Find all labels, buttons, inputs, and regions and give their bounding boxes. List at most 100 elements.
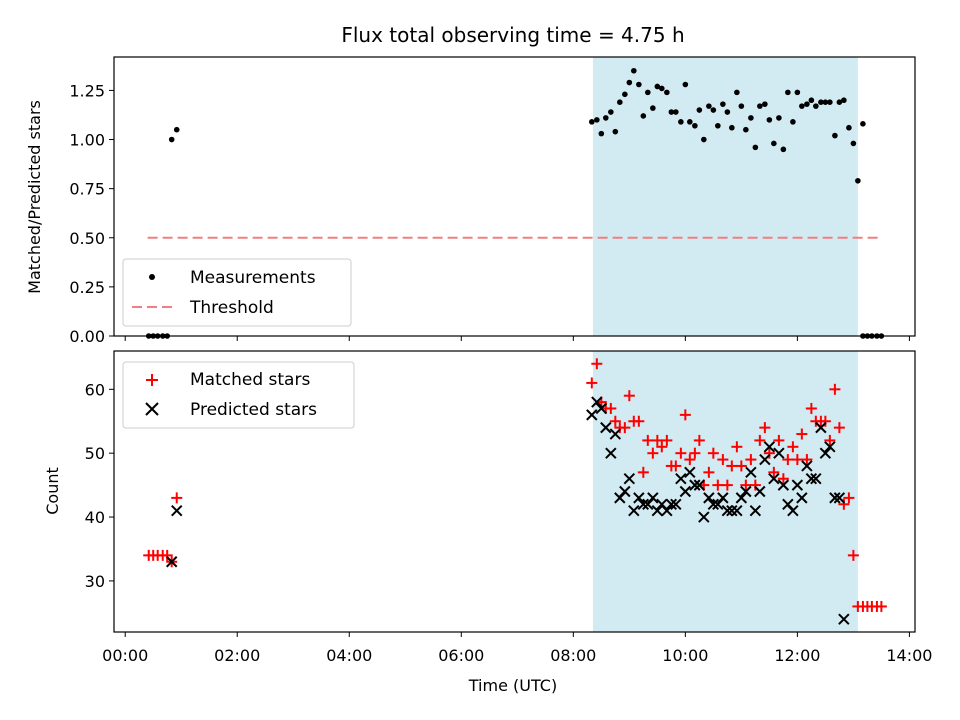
measurement-point xyxy=(762,101,768,107)
measurement-point xyxy=(822,99,829,105)
predicted-star-point xyxy=(591,396,603,408)
matched-star-point xyxy=(847,549,859,561)
predicted-star-point xyxy=(605,447,617,459)
matched-star-point xyxy=(805,402,817,414)
legend-matched-marker xyxy=(146,374,158,386)
ratio-axes-frame xyxy=(113,56,916,337)
matched-star-point xyxy=(791,454,803,466)
measurement-point xyxy=(603,115,609,121)
measurement-point xyxy=(594,117,600,123)
matched-star-point xyxy=(586,377,598,389)
predicted-star-point xyxy=(703,492,715,504)
matched-star-point xyxy=(768,466,780,478)
predicted-star-point xyxy=(805,473,818,485)
measurement-point xyxy=(631,67,637,74)
ratio-legend: Measurements Threshold xyxy=(122,258,352,327)
measurement-point xyxy=(743,126,749,133)
count-y-tick-label: 30 xyxy=(85,572,105,591)
measurement-point xyxy=(650,105,656,111)
ratio-x-ticks xyxy=(124,336,910,341)
matched-star-point xyxy=(787,441,799,453)
x-tick-label: 10:00 xyxy=(662,646,708,665)
measurement-point xyxy=(692,122,698,129)
matched-star-point xyxy=(796,428,808,440)
count-y-tick-label: 60 xyxy=(85,380,105,399)
measurement-point xyxy=(846,124,852,131)
measurement-point xyxy=(860,121,866,127)
matched-star-point xyxy=(749,479,761,491)
ratio-y-tick-label: 0.25 xyxy=(69,278,105,297)
matched-star-point xyxy=(703,466,715,478)
predicted-star-point xyxy=(595,402,608,415)
predicted-star-point xyxy=(698,511,710,523)
matched-star-point xyxy=(875,600,887,612)
predicted-star-point xyxy=(619,485,631,498)
matched-star-point xyxy=(651,434,663,446)
predicted-star-point xyxy=(791,479,804,491)
predicted-star-point xyxy=(609,428,622,440)
measurement-point xyxy=(678,119,684,125)
legend-matched-label: Matched stars xyxy=(190,370,310,390)
measurement-point xyxy=(640,113,647,119)
measurement-point xyxy=(734,89,740,96)
count-shaded-span xyxy=(592,351,858,632)
matched-star-point xyxy=(670,460,682,472)
matched-star-point xyxy=(721,479,733,491)
matched-star-point xyxy=(642,434,654,446)
x-tick-label: 02:00 xyxy=(214,646,260,665)
predicted-star-point xyxy=(586,409,598,421)
matched-star-point xyxy=(605,402,617,414)
measurement-point xyxy=(799,103,805,109)
measurement-point xyxy=(780,146,787,153)
predicted-star-point xyxy=(665,498,678,510)
matched-star-point xyxy=(647,447,659,459)
matched-star-point xyxy=(707,447,719,459)
predicted-star-point xyxy=(689,479,701,491)
predicted-star-point xyxy=(717,492,729,504)
matched-star-point xyxy=(623,390,635,402)
predicted-star-point xyxy=(773,447,785,459)
measurement-point xyxy=(757,103,763,109)
x-axis-label: Time (UTC) xyxy=(468,676,557,695)
matched-star-point xyxy=(801,454,813,466)
predicted-stars-points xyxy=(165,396,850,625)
matched-star-point xyxy=(819,415,831,427)
predicted-star-point xyxy=(721,504,734,517)
measurement-point xyxy=(785,89,791,96)
predicted-star-point xyxy=(707,498,720,510)
measurement-point xyxy=(673,109,679,115)
measurement-point xyxy=(715,122,721,129)
matched-star-point xyxy=(656,441,668,453)
measurement-point xyxy=(706,103,712,109)
measurement-point xyxy=(664,89,670,96)
predicted-star-point xyxy=(651,504,664,517)
predicted-star-point xyxy=(165,556,178,568)
count-panel: 30 40 50 60 00:00 02:00 04:00 06:00 08:00 10:00 1… xyxy=(43,350,932,695)
predicted-star-point xyxy=(693,479,706,491)
matched-star-point xyxy=(759,422,771,434)
count-legend: Matched stars Predicted stars xyxy=(122,361,355,429)
ratio-panel: 0.00 0.25 0.50 0.75 1.00 1.25 Matched/Predict… xyxy=(25,56,916,346)
matched-star-point xyxy=(735,460,747,472)
measurement-point xyxy=(752,144,759,151)
measurement-point xyxy=(836,99,843,105)
matched-star-point xyxy=(161,549,173,561)
measurement-point xyxy=(654,83,661,90)
measurement-point xyxy=(827,99,833,105)
count-y-label: Count xyxy=(43,467,62,515)
predicted-star-point xyxy=(661,504,673,517)
predicted-star-point xyxy=(735,492,748,504)
matched-star-point xyxy=(731,441,743,453)
predicted-star-point xyxy=(815,421,827,434)
measurement-point xyxy=(841,97,847,104)
matched-star-point xyxy=(829,383,841,395)
x-tick-label: 06:00 xyxy=(438,646,484,665)
matched-star-point xyxy=(675,447,687,459)
matched-star-point xyxy=(763,447,775,459)
count-axes-frame xyxy=(113,350,916,633)
measurement-point xyxy=(720,101,726,107)
predicted-star-point xyxy=(768,473,780,485)
measurement-point xyxy=(855,177,861,184)
predicted-star-point xyxy=(731,504,743,517)
